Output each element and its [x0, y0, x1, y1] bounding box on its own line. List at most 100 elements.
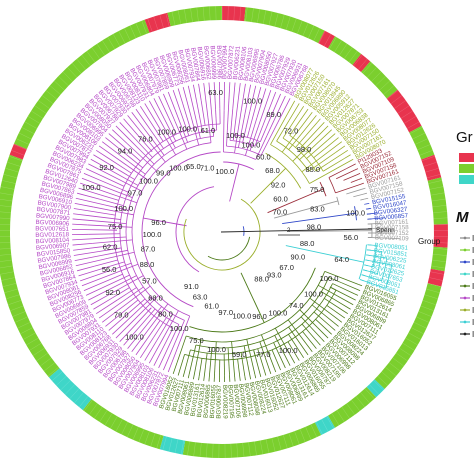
tip-branch [98, 301, 123, 319]
tip-branch [245, 356, 252, 380]
ring-tick [397, 105, 410, 114]
legend-marker-dot [463, 332, 467, 336]
ring-tick [283, 434, 288, 449]
internal-branch [308, 152, 336, 172]
internal-branch [306, 139, 328, 159]
clade-arc [385, 264, 393, 289]
ring-segment [328, 36, 362, 65]
outgroup-branch [220, 228, 373, 233]
ring-tick [433, 248, 448, 250]
scale-label: 2 [287, 228, 291, 234]
clade-arc [377, 251, 383, 274]
tip-branch [77, 192, 101, 200]
internal-branch [336, 169, 355, 180]
tip-label: BGV015850 [36, 247, 71, 258]
internal-branch [309, 174, 326, 184]
ring-tick [341, 406, 350, 419]
ring-tick [419, 150, 433, 156]
ring-tick [9, 156, 23, 162]
bootstrap-value: 68.0 [148, 293, 163, 302]
tip-branch [119, 122, 132, 135]
ring-tick [187, 441, 190, 456]
internal-branch [259, 341, 266, 357]
tip-branch [167, 326, 186, 373]
internal-branch [207, 117, 212, 143]
ring-tick [400, 110, 413, 119]
ring-tick [69, 388, 80, 399]
bootstrap-value: 100.0 [170, 324, 189, 333]
ring-tick [43, 362, 56, 372]
tip-branch [135, 108, 146, 123]
clade-base-arc [336, 196, 340, 206]
ring-tick [294, 431, 300, 445]
tip-branch [78, 187, 101, 196]
tip-branch [78, 263, 118, 277]
tip-branch [74, 256, 97, 262]
internal-branch [127, 143, 157, 171]
ring-tick [406, 121, 420, 129]
bootstrap-value: 88.0 [254, 275, 269, 284]
tip-branch [267, 93, 281, 123]
tip-branch [256, 88, 267, 118]
tip-branch [364, 197, 369, 200]
ring-segment [427, 268, 445, 287]
internal-branch [229, 108, 234, 141]
internal-branch [255, 135, 268, 160]
tip-branch [328, 331, 332, 335]
internal-branch [129, 151, 141, 162]
bootstrap-value: 75.0 [310, 185, 325, 194]
bootstrap-value: 56.0 [344, 233, 359, 242]
ring-tick [390, 95, 403, 104]
ring-tick [141, 20, 147, 34]
tip-branch [115, 125, 141, 151]
tip-branch [325, 158, 354, 175]
bootstrap-value: 85.0 [305, 165, 320, 174]
ring-segment [244, 7, 325, 44]
ring-tick [417, 144, 431, 150]
ring-tick [415, 138, 428, 145]
clade-base-arc [354, 206, 357, 221]
ring-tick [422, 300, 436, 305]
tip-label: BGV007986 [215, 45, 223, 79]
tip-branch [72, 237, 109, 241]
tip-branch [354, 168, 359, 171]
internal-branch [288, 334, 294, 343]
ring-tick [17, 322, 31, 329]
internal-branch [238, 137, 241, 148]
ring-segment [182, 422, 322, 458]
ring-tick [165, 13, 170, 27]
ring-segment [314, 415, 335, 436]
tip-branch [80, 182, 111, 194]
internal-branch [201, 127, 203, 132]
internal-branch [367, 217, 385, 220]
internal-branch [335, 184, 361, 194]
clade-arc [125, 135, 214, 321]
tip-branch [127, 115, 138, 128]
ring-tick [433, 217, 448, 219]
tip-branch [223, 82, 226, 111]
tip-branch [198, 83, 202, 101]
bootstrap-value: 75.0 [189, 336, 204, 345]
internal-branch [126, 295, 159, 328]
bootstrap-value: 99.0 [156, 168, 171, 177]
tip-label: BGV006852 [202, 46, 212, 81]
ring-tick [21, 127, 35, 134]
ring-tick [62, 71, 73, 82]
ring-tick [432, 254, 447, 256]
internal-branch [328, 168, 347, 178]
ring-tick [84, 399, 93, 412]
bootstrap-value: 100.0 [157, 127, 176, 136]
internal-branch [366, 249, 382, 253]
ring-tick [428, 180, 443, 184]
tree-branches [72, 82, 400, 382]
ring-tick [310, 424, 317, 438]
internal-branch [315, 162, 329, 172]
ring-tick [58, 76, 69, 86]
internal-branch [126, 165, 149, 181]
ring-segment [430, 246, 448, 272]
tip-branch [72, 218, 119, 224]
internal-branch [289, 131, 293, 136]
clade-stem [282, 212, 356, 224]
ring-tick [8, 300, 22, 305]
internal-branch [362, 269, 378, 275]
